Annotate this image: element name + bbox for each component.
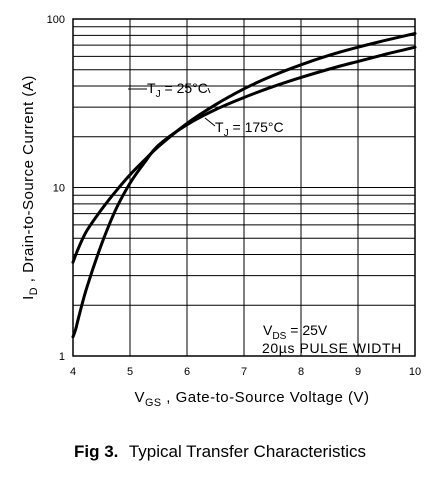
transfer-characteristics-chart: 4 5 6 7 8 9 10 1 10 100 TJ = 25°C TJ = 175°C VDS =… [20,14,421,409]
figure-title: Typical Transfer Characteristics [128,442,366,461]
y-tick-label: 100 [47,14,65,26]
y-tick-label: 1 [59,351,65,363]
plot-frame [72,18,416,357]
annotation-tj-175: TJ = 175°C [215,119,284,139]
leader-line-25-end [207,87,211,94]
y-axis-title: ID , Drain-to-Source Current (A) [20,75,40,300]
x-tick-label: 10 [409,366,421,378]
annotation-tj-25: TJ = 25°C [147,80,208,100]
y-axis-label: ID , Drain-to-Source Current (A) [20,75,40,300]
data-curves [71,32,417,339]
x-tick-label: 5 [127,366,133,378]
y-tick-labels: 1 10 100 [47,14,65,363]
x-tick-label: 8 [298,366,304,378]
x-tick-labels: 4 5 6 7 8 9 10 [70,366,421,378]
annotation-pulse-width: 20µs PULSE WIDTH [262,340,402,356]
x-tick-label: 9 [355,366,361,378]
x-axis-title: VGS , Gate-to-Source Voltage (V) [134,389,369,409]
y-tick-label: 10 [53,183,65,195]
x-tick-label: 4 [70,366,76,378]
grid-lines [72,18,416,357]
x-tick-label: 7 [241,366,247,378]
leader-line-175 [204,117,216,127]
figure-caption: Fig 3. Typical Transfer Characteristics [0,442,440,462]
x-tick-label: 6 [184,366,190,378]
x-axis-label: VGS , Gate-to-Source Voltage (V) [134,389,369,409]
figure-number: Fig 3. [74,442,119,461]
series-line-2 [71,45,417,339]
annotation-vds: VDS = 25V [263,322,328,342]
